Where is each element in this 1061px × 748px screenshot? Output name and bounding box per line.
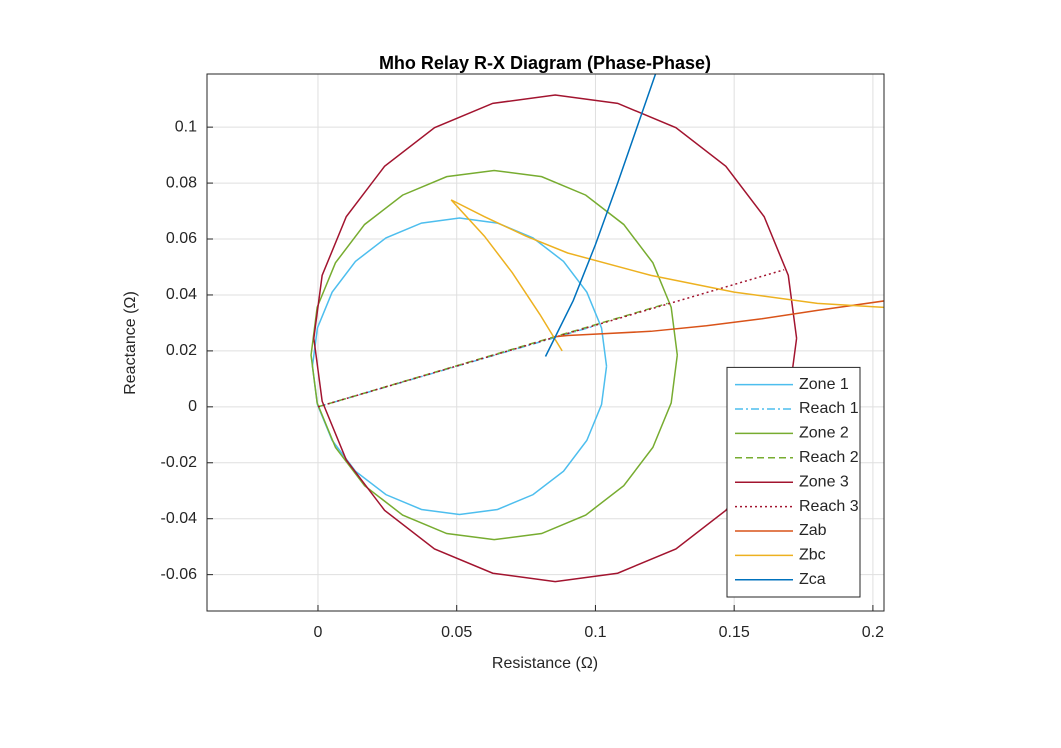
x-tick-label: 0.2 xyxy=(862,624,884,641)
legend-label: Zone 3 xyxy=(799,473,849,490)
plot-lines xyxy=(310,74,884,583)
x-tick-label: 0.1 xyxy=(584,624,606,641)
series-line xyxy=(310,169,679,541)
legend-label: Zab xyxy=(799,522,827,539)
axes-box xyxy=(206,73,885,612)
legend-label: Reach 1 xyxy=(799,400,859,417)
y-tick-label: -0.06 xyxy=(161,566,198,583)
legend-label: Reach 3 xyxy=(799,498,859,515)
legend-label: Zone 2 xyxy=(799,425,849,442)
y-tick-label: 0.06 xyxy=(166,230,197,247)
x-tick-label: 0 xyxy=(314,624,323,641)
x-axis-label: Resistance (Ω) xyxy=(492,655,598,672)
legend-label: Reach 2 xyxy=(799,449,859,466)
series-line xyxy=(553,300,884,338)
y-axis-label: Reactance (Ω) xyxy=(122,291,139,395)
y-tick-label: 0.1 xyxy=(175,118,197,135)
series-line xyxy=(544,74,657,357)
y-tick-label: 0 xyxy=(188,398,197,415)
series-line xyxy=(317,269,785,408)
legend: Zone 1 Reach 1 Zone 2 Reach 2 Zone 3 Reach 3 Z… xyxy=(726,366,861,598)
x-tick-label: 0.15 xyxy=(719,624,750,641)
legend-label: Zca xyxy=(799,571,826,588)
chart-title: Mho Relay R-X Diagram (Phase-Phase) xyxy=(379,53,711,73)
y-tick-label: -0.02 xyxy=(161,454,198,471)
x-tick-label: 0.05 xyxy=(441,624,472,641)
ticks: 0 0.05 0.1 0.15 0.2 -0.06 -0.04 -0.02 0 0.02 0.04 0… xyxy=(161,118,885,641)
legend-label: Zbc xyxy=(799,547,826,564)
series-line xyxy=(450,199,884,352)
series-line xyxy=(313,94,798,583)
legend-label: Zone 1 xyxy=(799,376,849,393)
y-tick-label: 0.04 xyxy=(166,286,197,303)
y-tick-label: -0.04 xyxy=(161,510,198,527)
y-tick-label: 0.08 xyxy=(166,174,197,191)
y-tick-label: 0.02 xyxy=(166,342,197,359)
